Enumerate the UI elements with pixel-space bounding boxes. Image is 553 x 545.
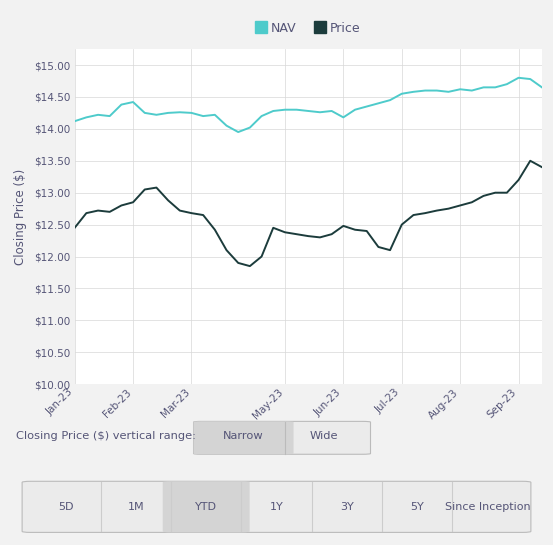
Text: YTD: YTD bbox=[195, 502, 217, 512]
FancyBboxPatch shape bbox=[163, 481, 249, 532]
FancyBboxPatch shape bbox=[194, 421, 371, 455]
Text: Closing Price ($) vertical range:: Closing Price ($) vertical range: bbox=[17, 432, 196, 441]
Text: Wide: Wide bbox=[310, 432, 338, 441]
FancyBboxPatch shape bbox=[194, 421, 294, 455]
Text: Since Inception: Since Inception bbox=[445, 502, 530, 512]
Text: 3Y: 3Y bbox=[340, 502, 354, 512]
FancyBboxPatch shape bbox=[22, 481, 531, 532]
Text: 1M: 1M bbox=[128, 502, 144, 512]
Legend: NAV, Price: NAV, Price bbox=[251, 17, 366, 40]
Text: 5Y: 5Y bbox=[410, 502, 424, 512]
Text: Narrow: Narrow bbox=[223, 432, 264, 441]
Text: 5D: 5D bbox=[58, 502, 74, 512]
Y-axis label: Closing Price ($): Closing Price ($) bbox=[14, 168, 27, 265]
Text: 1Y: 1Y bbox=[270, 502, 283, 512]
